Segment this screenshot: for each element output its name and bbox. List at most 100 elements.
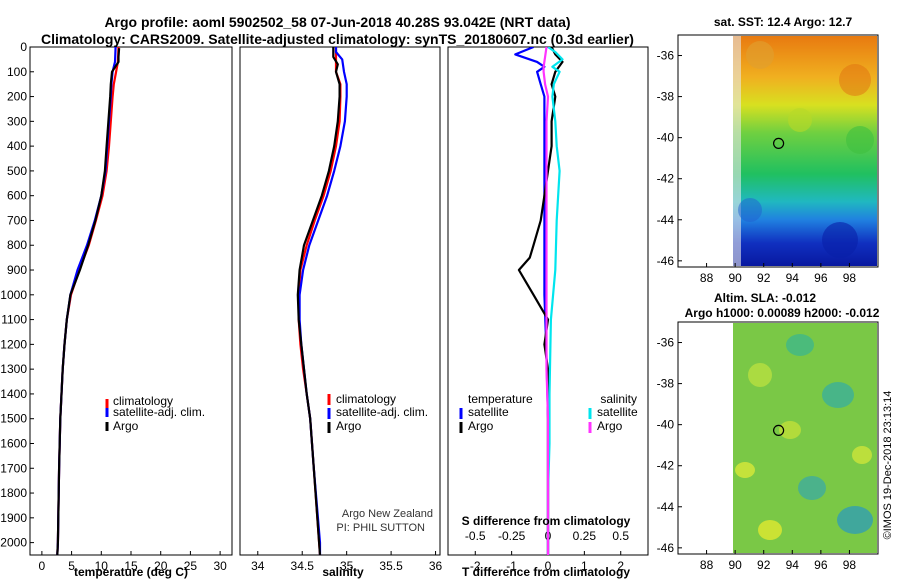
map-lat-label: -46 bbox=[657, 541, 675, 555]
depth-tick-label: 800 bbox=[7, 238, 27, 252]
legend-label-satellite: satellite-adj. clim. bbox=[113, 405, 205, 419]
difference-profiles bbox=[514, 47, 564, 555]
sla-map-panel: Altim. SLA: -0.012 Argo h1000: 0.00089 h… bbox=[657, 291, 880, 572]
temperature-plot-frame bbox=[29, 46, 233, 556]
imos-credit: ©IMOS 19-Dec-2018 23:13:14 bbox=[882, 391, 894, 540]
sla-map-title: Altim. SLA: -0.012 bbox=[714, 291, 816, 305]
legend-label-climatology: climatology bbox=[113, 394, 173, 408]
sla-map-subtitle: Argo h1000: 0.00089 h2000: -0.012 bbox=[685, 306, 880, 320]
map-lon-label: 92 bbox=[757, 558, 771, 572]
depth-tick-label: 1900 bbox=[0, 511, 27, 525]
depth-tick-label: 1700 bbox=[0, 461, 27, 475]
depth-tick-label: 100 bbox=[7, 65, 27, 79]
salinity-profiles bbox=[296, 47, 348, 555]
x-tick-label: 34 bbox=[251, 559, 265, 573]
map-lat-label: -44 bbox=[657, 500, 675, 514]
depth-tick-label: 1800 bbox=[0, 486, 27, 500]
x-tick-label: 10 bbox=[95, 559, 109, 573]
legend-label-s-satellite: satellite bbox=[597, 405, 638, 419]
map-lat-label: -36 bbox=[657, 336, 675, 350]
series-line-salinity-satellite bbox=[546, 47, 564, 555]
series-line-argo bbox=[296, 47, 341, 555]
legend-label-t-satellite: satellite bbox=[468, 405, 509, 419]
difference-panel: -2 -1 0 1 2 -0.5 -0.25 0 0.25 0.5 S difference f… bbox=[447, 46, 649, 579]
depth-tick-label: 1100 bbox=[1, 313, 27, 327]
figure-title-line2: Climatology: CARS2009. Satellite-adjuste… bbox=[41, 31, 634, 47]
temperature-profiles bbox=[56, 47, 121, 555]
s-tick-label: 0.5 bbox=[612, 529, 629, 543]
map-lon-label: 88 bbox=[700, 271, 714, 285]
x-tick-label: 36 bbox=[429, 559, 443, 573]
map-lon-label: 98 bbox=[843, 271, 857, 285]
map-lat-label: -46 bbox=[657, 254, 675, 268]
depth-tick-label: 1400 bbox=[0, 387, 27, 401]
depth-tick-label: 1000 bbox=[0, 288, 27, 302]
x-tick-label: 0 bbox=[545, 559, 552, 573]
sla-map-axes: -36 -38 -40 -42 -44 -46 88 90 92 94 96 98 bbox=[657, 336, 857, 572]
x-tick-label: 35 bbox=[340, 559, 354, 573]
map-lon-label: 90 bbox=[728, 271, 742, 285]
map-lat-label: -40 bbox=[657, 131, 675, 145]
x-tick-label: 15 bbox=[124, 559, 138, 573]
legend-label-s-argo: Argo bbox=[597, 419, 623, 433]
depth-tick-label: 300 bbox=[7, 114, 27, 128]
x-tick-label: 1 bbox=[581, 559, 588, 573]
temperature-panel: 0100200300400500600700800900100011001200… bbox=[0, 40, 233, 579]
sst-map-axes: -36 -38 -40 -42 -44 -46 88 90 92 94 96 98 bbox=[657, 49, 857, 285]
map-lat-label: -44 bbox=[657, 213, 675, 227]
temperature-legend: climatology satellite-adj. clim. Argo bbox=[105, 394, 205, 433]
map-lon-label: 96 bbox=[814, 271, 828, 285]
difference-legend: temperature salinity satellite Argo sate… bbox=[459, 392, 638, 433]
map-lon-label: 98 bbox=[843, 558, 857, 572]
salinity-x-axis: 34 34.5 35 35.5 36 bbox=[251, 551, 443, 573]
salinity-plot-frame bbox=[239, 46, 441, 556]
series-line-argo bbox=[56, 48, 121, 555]
depth-tick-label: 2000 bbox=[0, 536, 27, 550]
t-difference-xlabel: T difference from climatology bbox=[462, 565, 630, 579]
salinity-legend: climatology satellite-adj. clim. Argo bbox=[327, 392, 428, 433]
legend-label-satellite: satellite-adj. clim. bbox=[336, 405, 428, 419]
float-location-marker bbox=[772, 424, 785, 436]
map-lat-label: -42 bbox=[657, 459, 675, 473]
s-tick-label: -0.5 bbox=[465, 529, 486, 543]
depth-tick-label: 200 bbox=[7, 90, 27, 104]
map-lon-label: 90 bbox=[728, 558, 742, 572]
x-tick-label: 25 bbox=[184, 559, 198, 573]
s-tick-label: 0.25 bbox=[573, 529, 597, 543]
depth-tick-label: 1200 bbox=[0, 337, 27, 351]
map-lon-label: 94 bbox=[786, 558, 800, 572]
depth-tick-label: 900 bbox=[7, 263, 27, 277]
sst-map-patches bbox=[733, 36, 874, 266]
legend-label-climatology: climatology bbox=[336, 392, 396, 406]
map-lat-label: -36 bbox=[657, 49, 675, 63]
map-lon-label: 96 bbox=[814, 558, 828, 572]
x-tick-label: -2 bbox=[470, 559, 481, 573]
depth-tick-label: 1600 bbox=[0, 436, 27, 450]
s-difference-xlabel: S difference from climatology bbox=[462, 514, 631, 528]
salinity-panel: 34 34.5 35 35.5 36 salinity climatology sate… bbox=[239, 46, 443, 579]
depth-tick-label: 0 bbox=[20, 40, 27, 54]
float-pi-label: PI: PHIL SUTTON bbox=[336, 522, 425, 534]
legend-label-argo: Argo bbox=[336, 419, 362, 433]
legend-label-t-argo: Argo bbox=[468, 419, 494, 433]
depth-tick-label: 700 bbox=[7, 213, 27, 227]
x-tick-label: 30 bbox=[213, 559, 227, 573]
map-lon-label: 92 bbox=[757, 271, 771, 285]
x-tick-label: -1 bbox=[506, 559, 517, 573]
depth-tick-label: 1300 bbox=[0, 362, 27, 376]
map-lat-label: -42 bbox=[657, 172, 675, 186]
float-location-marker bbox=[772, 137, 785, 149]
temperature-xlabel: temperature (deg C) bbox=[74, 565, 188, 579]
sst-map-panel: sat. SST: 12.4 Argo: 12.7 -36 -38 -40 -42 -4… bbox=[657, 15, 879, 285]
x-tick-label: 5 bbox=[68, 559, 75, 573]
x-tick-label: 2 bbox=[617, 559, 624, 573]
depth-tick-label: 500 bbox=[7, 164, 27, 178]
x-tick-label: 20 bbox=[154, 559, 168, 573]
depth-tick-label: 400 bbox=[7, 139, 27, 153]
sla-map-patches bbox=[735, 334, 873, 540]
x-tick-label: 35.5 bbox=[379, 559, 403, 573]
series-line-salinity-argo bbox=[542, 47, 550, 555]
salinity-xlabel: salinity bbox=[322, 565, 364, 579]
